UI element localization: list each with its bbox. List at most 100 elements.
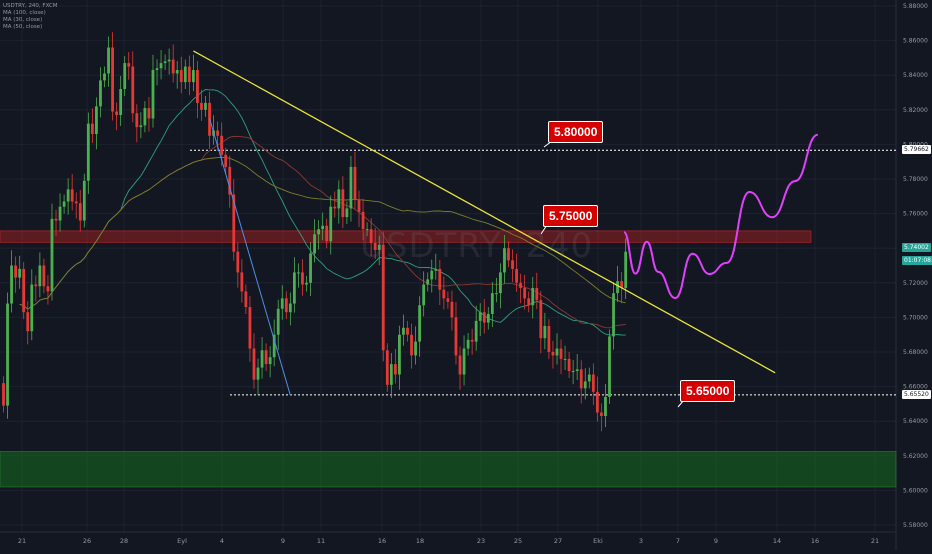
candle-body	[575, 369, 579, 372]
candle-body	[515, 268, 518, 283]
candle-body	[155, 68, 159, 71]
candle-body	[272, 334, 276, 358]
candle-body	[587, 374, 591, 382]
x-tick-label: Eki	[593, 537, 603, 545]
candle-body	[280, 298, 284, 309]
candle-body	[426, 279, 430, 285]
candle-body	[119, 89, 123, 115]
candle-body	[256, 367, 260, 380]
candle-body	[511, 260, 514, 269]
level-tag[interactable]: 5.65000	[680, 380, 736, 402]
candle-body	[196, 70, 199, 103]
level-tag[interactable]: 5.80000	[548, 121, 604, 143]
candle-body	[559, 348, 563, 359]
y-tick-label: 5.62000	[903, 453, 928, 460]
x-tick-label: 23	[477, 537, 485, 545]
candle-body	[591, 374, 595, 392]
x-tick-label: 14	[773, 537, 781, 545]
x-tick-label: Eyl	[177, 537, 187, 545]
candle-body	[381, 244, 385, 351]
x-tick-label: 26	[83, 537, 91, 545]
support-zone	[0, 451, 897, 488]
candle-body	[18, 268, 22, 278]
candle-body	[103, 73, 106, 81]
candle-body	[616, 281, 619, 294]
candle-body	[470, 339, 474, 342]
candle-body	[159, 63, 163, 69]
candle-body	[26, 312, 30, 332]
candle-body	[50, 218, 54, 292]
candle-body	[163, 61, 167, 64]
candle-body	[301, 272, 304, 285]
y-tick-label: 5.78000	[903, 176, 928, 183]
candle-body	[127, 63, 131, 67]
candle-body	[507, 248, 510, 261]
candle-body	[434, 268, 438, 271]
price-axis-badge: 5.79662	[902, 145, 931, 155]
candle-body	[361, 211, 365, 230]
y-tick-label: 5.76000	[903, 211, 928, 218]
candle-body	[232, 194, 236, 252]
candle-body	[264, 350, 268, 365]
candle-body	[220, 135, 224, 155]
candle-body	[531, 287, 535, 306]
candle-body	[579, 369, 583, 389]
candle-body	[248, 307, 252, 349]
candle-body	[268, 357, 272, 365]
candle-body	[595, 391, 599, 413]
candle-body	[571, 371, 575, 373]
level-tag[interactable]: 5.75000	[543, 205, 599, 227]
legend-ma-50[interactable]: MA (50, close)	[3, 24, 43, 30]
candle-body	[353, 166, 357, 200]
candle-body	[402, 327, 405, 335]
candle-body	[406, 327, 409, 335]
candle-body	[58, 206, 62, 221]
candle-body	[90, 123, 94, 135]
candle-body	[309, 253, 312, 283]
x-tick-label: 21	[871, 537, 879, 545]
candle-body	[474, 320, 478, 342]
candle-body	[78, 203, 82, 221]
candle-body	[313, 234, 316, 254]
candle-body	[442, 289, 446, 299]
price-axis-badge: 5.74002	[902, 243, 931, 253]
candle-body	[6, 303, 9, 406]
x-tick-label: 25	[514, 537, 522, 545]
candle-body	[454, 317, 458, 356]
candle-body	[305, 282, 308, 285]
candle-body	[228, 166, 232, 195]
candle-body	[365, 229, 369, 231]
legend-ma-30[interactable]: MA (30, close)	[3, 17, 43, 23]
candle-body	[567, 358, 571, 372]
candle-body	[466, 339, 470, 349]
candle-body	[410, 334, 413, 356]
candle-body	[430, 270, 434, 280]
candle-body	[478, 312, 482, 321]
candle-body	[398, 334, 401, 375]
candle-body	[604, 396, 607, 417]
legend-symbol[interactable]: USDTRY, 240, FXCM	[3, 3, 58, 9]
drop-trendline	[209, 118, 291, 396]
candle-body	[341, 189, 345, 218]
candle-body	[107, 47, 110, 74]
candle-body	[66, 189, 70, 202]
candle-body	[543, 326, 547, 339]
candle-body	[139, 125, 143, 128]
x-tick-label: 18	[416, 537, 424, 545]
candle-body	[490, 293, 494, 314]
legend-ma-100[interactable]: MA (100, close)	[3, 10, 46, 16]
candle-body	[10, 265, 13, 304]
candle-body	[393, 364, 397, 375]
candle-body	[74, 201, 78, 204]
candle-body	[486, 313, 490, 323]
candle-body	[236, 251, 240, 273]
candle-body	[608, 336, 611, 397]
candle-body	[329, 206, 333, 242]
candle-body	[175, 70, 179, 74]
candle-body	[224, 154, 228, 167]
y-tick-label: 5.82000	[903, 107, 928, 114]
candle-body	[240, 272, 244, 292]
candle-body	[288, 303, 292, 313]
